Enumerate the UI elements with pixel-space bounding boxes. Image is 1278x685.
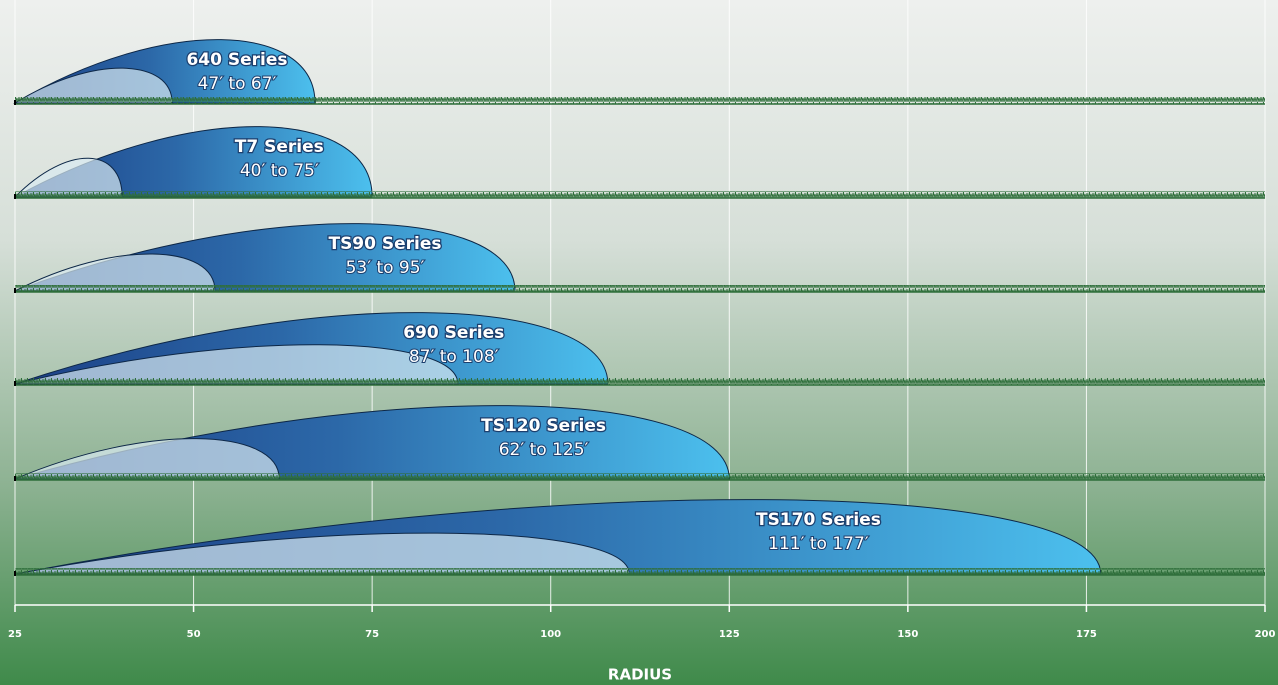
series-name: T7 Series <box>235 137 324 157</box>
grass <box>15 191 1265 198</box>
x-tick-label: 25 <box>8 629 22 640</box>
series-name: TS170 Series <box>756 510 881 530</box>
x-tick-label: 175 <box>1076 629 1097 640</box>
grass <box>15 473 1265 480</box>
range-label: 62′ to 125′ <box>499 440 589 460</box>
range-label: 47′ to 67′ <box>198 74 277 94</box>
x-tick-label: 75 <box>365 629 379 640</box>
series-name: 690 Series <box>403 323 504 343</box>
min-arc <box>13 157 123 198</box>
series-row: TS170 Series 111′ to 177′ <box>14 499 1265 576</box>
series-row: 640 Series 47′ to 67′ <box>13 39 1265 105</box>
series-name: TS120 Series <box>481 416 606 436</box>
series-row: T7 Series 40′ to 75′ <box>13 126 1265 199</box>
range-label: 111′ to 177′ <box>768 534 869 554</box>
x-axis-label: RADIUS <box>608 666 672 684</box>
grass <box>15 285 1265 292</box>
min-arc <box>13 67 173 104</box>
x-tick-label: 125 <box>719 629 740 640</box>
series-row: 690 Series 87′ to 108′ <box>14 312 1265 386</box>
grass <box>15 97 1265 104</box>
series-name: 640 Series <box>186 50 287 70</box>
min-arc <box>14 532 630 575</box>
series-name: TS90 Series <box>328 234 441 254</box>
min-arc <box>14 438 280 480</box>
min-arc <box>14 253 216 292</box>
range-label: 87′ to 108′ <box>409 347 499 367</box>
x-tick-label: 50 <box>187 629 201 640</box>
min-arc <box>14 344 459 385</box>
grass <box>15 378 1265 385</box>
x-tick-label: 150 <box>897 629 918 640</box>
series-row: TS90 Series 53′ to 95′ <box>14 223 1265 293</box>
series-row: TS120 Series 62′ to 125′ <box>14 405 1265 481</box>
range-label: 53′ to 95′ <box>346 258 425 278</box>
grass <box>15 568 1265 575</box>
x-tick-label: 200 <box>1255 629 1276 640</box>
x-tick-label: 100 <box>540 629 561 640</box>
range-label: 40′ to 75′ <box>240 161 319 181</box>
